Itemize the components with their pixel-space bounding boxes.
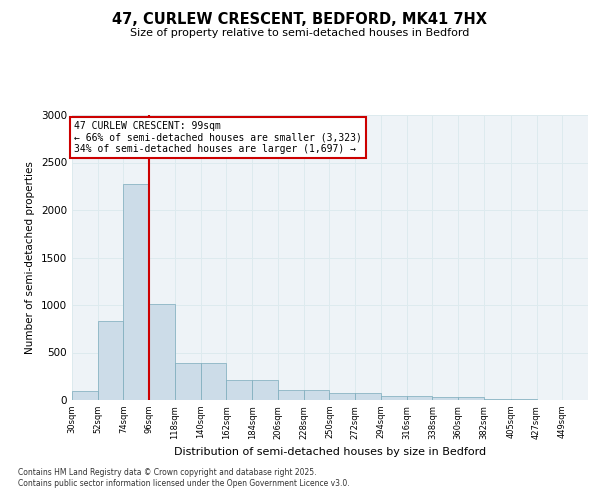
Bar [304, 390, 329, 400]
Bar [484, 399, 511, 400]
Bar [458, 397, 484, 400]
Bar [201, 363, 226, 400]
Text: Size of property relative to semi-detached houses in Bedford: Size of property relative to semi-detach… [130, 28, 470, 38]
Bar [433, 397, 458, 400]
Bar [149, 304, 175, 400]
Bar [124, 184, 149, 400]
Bar [407, 396, 433, 400]
Bar [355, 394, 381, 400]
Bar [98, 321, 124, 400]
X-axis label: Distribution of semi-detached houses by size in Bedford: Distribution of semi-detached houses by … [174, 447, 486, 457]
Y-axis label: Number of semi-detached properties: Number of semi-detached properties [25, 161, 35, 354]
Text: 47 CURLEW CRESCENT: 99sqm
← 66% of semi-detached houses are smaller (3,323)
34% : 47 CURLEW CRESCENT: 99sqm ← 66% of semi-… [74, 120, 362, 154]
Text: 47, CURLEW CRESCENT, BEDFORD, MK41 7HX: 47, CURLEW CRESCENT, BEDFORD, MK41 7HX [113, 12, 487, 28]
Bar [226, 380, 252, 400]
Bar [252, 380, 278, 400]
Bar [511, 399, 536, 400]
Bar [175, 363, 201, 400]
Bar [329, 394, 355, 400]
Bar [381, 396, 407, 400]
Bar [278, 390, 304, 400]
Bar [72, 390, 98, 400]
Text: Contains HM Land Registry data © Crown copyright and database right 2025.
Contai: Contains HM Land Registry data © Crown c… [18, 468, 350, 487]
